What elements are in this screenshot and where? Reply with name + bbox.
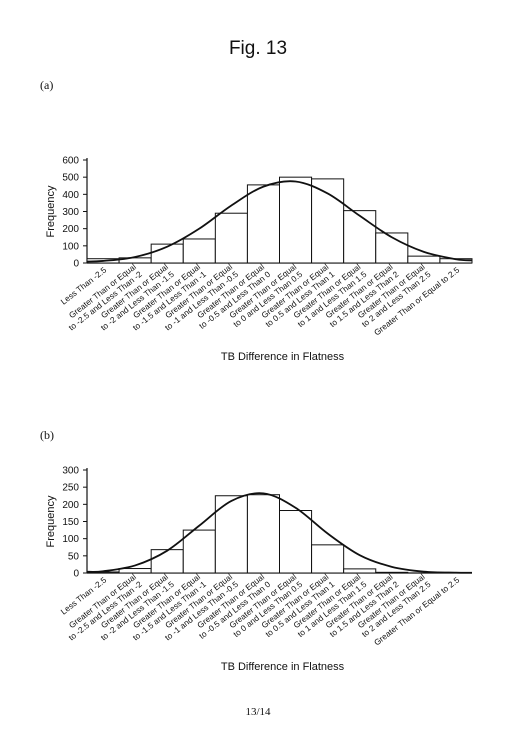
histogram-bar xyxy=(279,510,313,574)
y-tick-label: 100 xyxy=(62,534,79,545)
y-tick-label: 0 xyxy=(73,569,79,580)
histogram-bar xyxy=(118,568,152,574)
y-tick-label: 0 xyxy=(73,259,79,270)
page-number: 13/14 xyxy=(245,706,271,718)
x-axis-title: TB Difference in Flatness xyxy=(221,661,345,673)
histogram-bar xyxy=(214,212,248,264)
normal-fit-curve xyxy=(86,492,473,574)
x-axis-title: TB Difference in Flatness xyxy=(221,351,345,363)
histogram-bar xyxy=(182,529,216,574)
histogram-bar xyxy=(311,178,345,264)
histogram-bar xyxy=(246,184,281,264)
normal-fit-curve xyxy=(86,180,473,263)
panel-label-b: (b) xyxy=(40,428,54,442)
panel-label-a: (a) xyxy=(40,78,54,92)
y-tick-label: 50 xyxy=(68,551,80,562)
histogram-bar xyxy=(343,210,377,264)
y-tick-label: 300 xyxy=(62,466,79,477)
figure-title: Fig. 13 xyxy=(228,38,288,59)
y-tick-label: 200 xyxy=(62,500,79,511)
histogram-bar xyxy=(182,238,216,264)
histogram-bar xyxy=(150,549,184,574)
y-tick-label: 300 xyxy=(62,207,79,218)
y-axis-title: Frequency xyxy=(45,495,57,547)
histogram-bar xyxy=(279,176,313,264)
y-axis-title: Frequency xyxy=(45,185,57,237)
histogram-bar xyxy=(311,544,345,574)
histogram-bar xyxy=(246,494,281,574)
y-tick-label: 100 xyxy=(62,241,79,252)
histogram-bar xyxy=(407,255,441,264)
y-tick-label: 200 xyxy=(62,224,79,235)
y-tick-label: 600 xyxy=(62,156,79,167)
histogram-bar xyxy=(375,571,409,574)
y-tick-label: 500 xyxy=(62,173,79,184)
histogram-bar xyxy=(343,568,377,574)
y-tick-label: 250 xyxy=(62,483,79,494)
y-tick-label: 400 xyxy=(62,190,79,201)
y-tick-label: 150 xyxy=(62,517,79,528)
